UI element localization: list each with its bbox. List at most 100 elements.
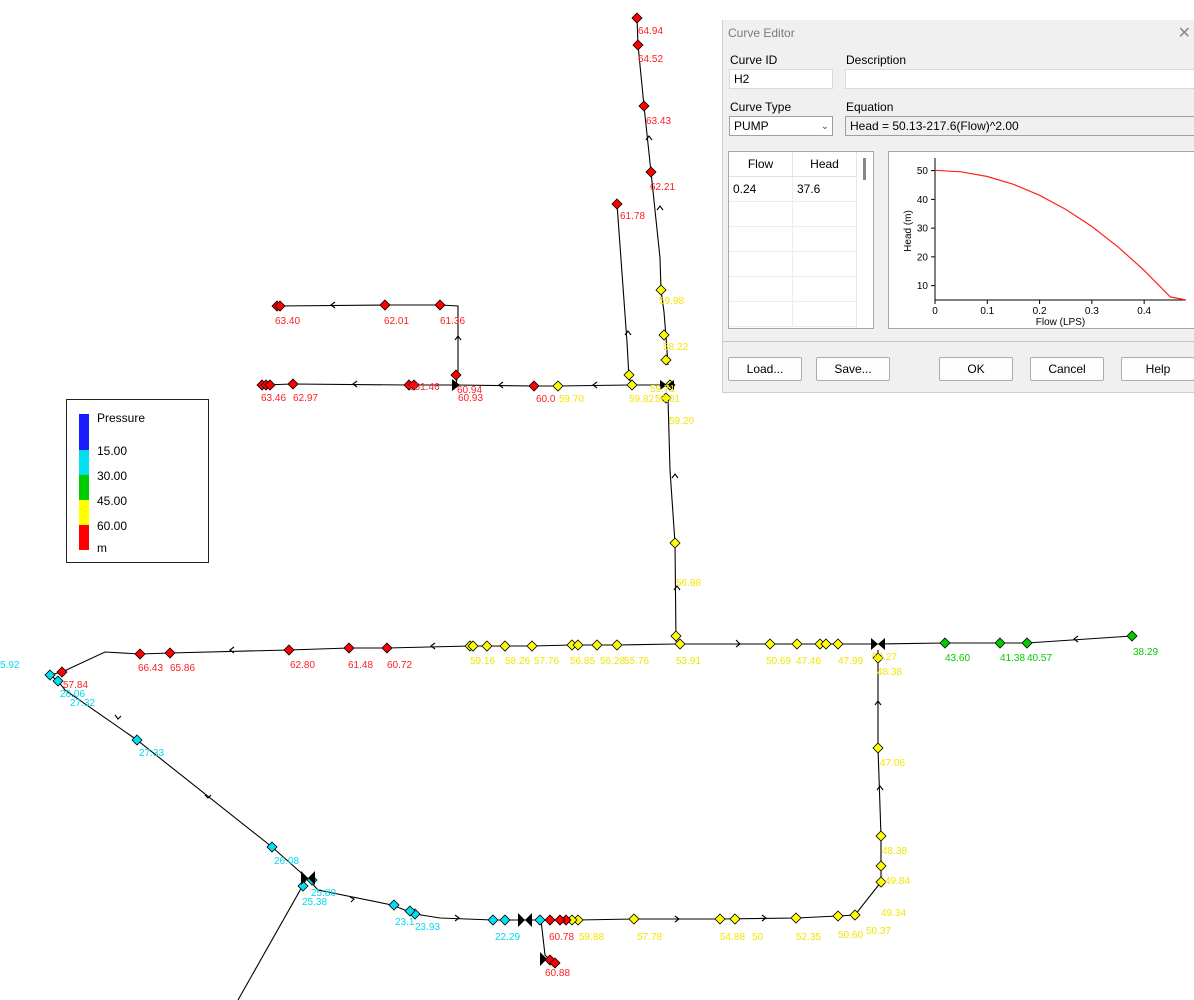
junction-node[interactable] <box>134 648 146 660</box>
junction-node[interactable] <box>714 913 726 925</box>
pipe-north-trunk[interactable] <box>636 17 669 366</box>
junction-node[interactable] <box>388 899 400 911</box>
pipe-south-loop[interactable] <box>306 877 839 921</box>
junction-node[interactable] <box>994 637 1006 649</box>
junction-node[interactable] <box>674 638 686 650</box>
junction-node[interactable] <box>632 39 644 51</box>
junction-node[interactable] <box>832 638 844 650</box>
junction-node[interactable] <box>526 640 538 652</box>
grid-scrollbar[interactable] <box>856 152 873 328</box>
junction-node[interactable] <box>283 644 295 656</box>
junction-node[interactable] <box>404 905 416 917</box>
junction-node[interactable] <box>611 639 623 651</box>
junction-node[interactable] <box>552 380 564 392</box>
junction-node[interactable] <box>875 860 887 872</box>
junction-node[interactable] <box>791 638 803 650</box>
curve-type-select[interactable]: PUMP ⌄ <box>729 116 833 136</box>
pipe-east-vertical[interactable] <box>837 650 882 917</box>
close-icon[interactable]: ✕ <box>1177 25 1191 42</box>
junction-node[interactable] <box>528 380 540 392</box>
junction-node[interactable] <box>875 830 887 842</box>
junction-node[interactable] <box>623 369 635 381</box>
help-button[interactable]: Help <box>1121 357 1194 381</box>
grid-cell-empty[interactable] <box>729 277 793 302</box>
grid-cell-empty[interactable] <box>729 202 793 227</box>
junction-node[interactable] <box>1021 637 1033 649</box>
junction-node[interactable] <box>554 914 566 926</box>
junction-nodes[interactable] <box>44 12 1138 969</box>
junction-node[interactable] <box>872 652 884 664</box>
junction-node[interactable] <box>487 914 499 926</box>
junction-node[interactable] <box>591 639 603 651</box>
junction-node[interactable] <box>849 909 861 921</box>
cancel-button[interactable]: Cancel <box>1030 357 1104 381</box>
pump-icon[interactable] <box>660 380 674 390</box>
junction-node[interactable] <box>266 841 278 853</box>
junction-node[interactable] <box>381 642 393 654</box>
junction-node[interactable] <box>343 642 355 654</box>
junction-node[interactable] <box>164 647 176 659</box>
pressure-legend[interactable]: Pressure 15.00 30.00 45.00 60.00 m <box>66 399 209 563</box>
grid-cell-empty[interactable] <box>793 252 857 277</box>
junction-node[interactable] <box>660 392 672 404</box>
curve-data-grid[interactable]: Flow Head 0.24 37.6 <box>728 151 874 329</box>
pipe-branch-1[interactable] <box>616 203 633 386</box>
pipe-southwest-tail[interactable] <box>237 877 308 1000</box>
junction-node[interactable] <box>287 378 299 390</box>
junction-node[interactable] <box>467 640 479 652</box>
junction-node[interactable] <box>44 669 56 681</box>
junction-node[interactable] <box>638 100 650 112</box>
pump-icon[interactable] <box>518 913 532 927</box>
grid-cell-empty[interactable] <box>793 227 857 252</box>
grid-cell-head[interactable]: 37.6 <box>793 177 857 202</box>
grid-cell-flow[interactable]: 0.24 <box>729 177 793 202</box>
junction-node[interactable] <box>628 913 640 925</box>
junction-node[interactable] <box>669 537 681 549</box>
pipe-west-branch[interactable] <box>261 383 666 387</box>
junction-node[interactable] <box>660 354 672 366</box>
junction-node[interactable] <box>611 198 623 210</box>
grid-cell-empty[interactable] <box>793 302 857 327</box>
junction-node[interactable] <box>52 675 64 687</box>
junction-node[interactable] <box>534 914 546 926</box>
junction-node[interactable] <box>499 640 511 652</box>
save-button[interactable]: Save... <box>816 357 890 381</box>
junction-node[interactable] <box>658 329 670 341</box>
junction-node[interactable] <box>645 166 657 178</box>
pump-icon[interactable] <box>540 952 547 966</box>
pump-icon[interactable] <box>301 871 315 885</box>
curve-id-input[interactable]: H2 <box>729 69 833 89</box>
junction-node[interactable] <box>872 742 884 754</box>
junction-node[interactable] <box>481 640 493 652</box>
junction-node[interactable] <box>729 913 741 925</box>
grid-cell-empty[interactable] <box>793 277 857 302</box>
junction-node[interactable] <box>820 638 832 650</box>
junction-node[interactable] <box>379 299 391 311</box>
junction-node[interactable] <box>670 630 682 642</box>
junction-node[interactable] <box>544 914 556 926</box>
junction-node[interactable] <box>939 637 951 649</box>
scrollbar-thumb[interactable] <box>863 158 866 180</box>
junction-node[interactable] <box>499 914 511 926</box>
grid-cell-empty[interactable] <box>729 227 793 252</box>
pump-symbols[interactable] <box>301 379 885 966</box>
junction-node[interactable] <box>131 734 143 746</box>
junction-node[interactable] <box>626 379 638 391</box>
junction-node[interactable] <box>56 666 68 678</box>
junction-node[interactable] <box>297 880 309 892</box>
junction-node[interactable] <box>875 876 887 888</box>
pipe-trunk-down[interactable] <box>667 397 677 643</box>
junction-node[interactable] <box>764 638 776 650</box>
pump-icon[interactable] <box>871 638 885 650</box>
grid-cell-empty[interactable] <box>793 202 857 227</box>
ok-button[interactable]: OK <box>939 357 1013 381</box>
grid-cell-empty[interactable] <box>729 252 793 277</box>
pipe-upper-branch[interactable] <box>276 304 459 386</box>
description-input[interactable] <box>845 69 1194 89</box>
junction-node[interactable] <box>264 379 276 391</box>
junction-node[interactable] <box>274 300 286 312</box>
load-button[interactable]: Load... <box>728 357 802 381</box>
junction-node[interactable] <box>631 12 643 24</box>
junction-node[interactable] <box>450 369 462 381</box>
